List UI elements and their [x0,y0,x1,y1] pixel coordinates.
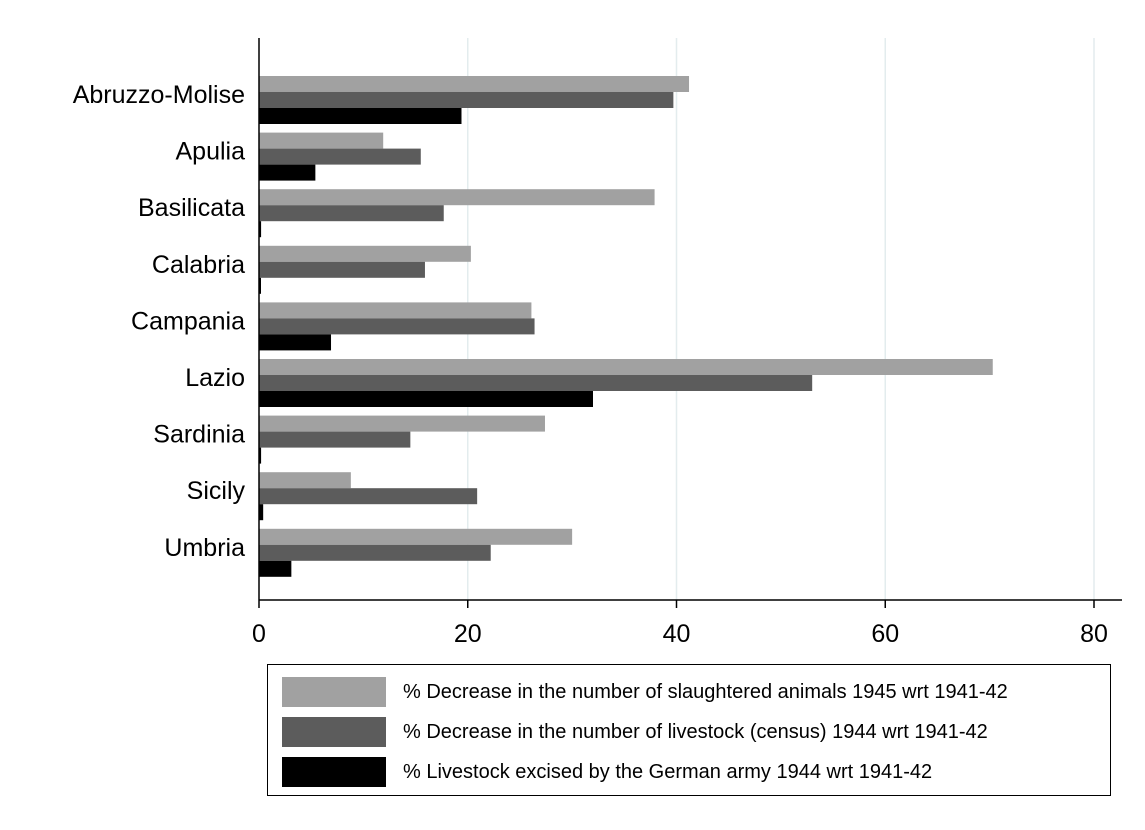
bar-sardinia-german-army [259,447,262,464]
bar-abruzzo-molise-slaughtered [259,76,690,92]
legend-item-slaughtered: % Decrease in the number of slaughtered … [282,677,1008,707]
x-tick-label-60: 60 [871,620,899,648]
legend-item-livestock-census: % Decrease in the number of livestock (c… [282,717,988,747]
bar-apulia-german-army [259,164,316,181]
x-tick-label-20: 20 [454,620,482,648]
bar-sicily-slaughtered [259,472,351,489]
bar-calabria-livestock-census [259,261,425,278]
legend-swatch-livestock-census [282,717,386,747]
bar-campania-slaughtered [259,302,532,319]
bar-sicily-german-army [259,504,264,521]
bar-abruzzo-molise-german-army [259,108,462,124]
bar-chart: Abruzzo-Molise Apulia Basilicata Calabria Ca… [73,38,1122,648]
axes: 0 20 40 60 80 [252,38,1122,648]
bar-apulia-slaughtered [259,132,384,149]
bar-umbria-livestock-census [259,544,491,561]
category-label-calabria: Calabria [152,251,245,279]
x-tick-label-0: 0 [252,620,266,648]
bars [259,76,993,577]
bar-sardinia-slaughtered [259,415,545,432]
bar-umbria-german-army [259,560,292,577]
gridlines [467,38,1095,600]
legend-label-german-army: % Livestock excised by the German army 1… [403,760,933,783]
category-labels: Abruzzo-Molise Apulia Basilicata Calabria Ca… [73,81,246,562]
bar-sardinia-livestock-census [259,431,411,448]
category-label-sicily: Sicily [187,477,246,505]
bar-sicily-livestock-census [259,488,478,505]
x-tick-label-80: 80 [1080,620,1108,648]
legend-swatch-german-army [282,757,386,787]
category-label-basilicata: Basilicata [138,194,245,222]
bar-basilicata-livestock-census [259,205,444,222]
bar-apulia-livestock-census [259,148,421,165]
bar-lazio-livestock-census [259,375,813,391]
legend-label-slaughtered: % Decrease in the number of slaughtered … [403,680,1008,703]
bar-basilicata-german-army [259,221,262,238]
x-tick-label-40: 40 [663,620,691,648]
bar-umbria-slaughtered [259,528,573,545]
bar-campania-livestock-census [259,318,535,335]
bar-lazio-german-army [259,391,593,407]
bar-abruzzo-molise-livestock-census [259,92,674,108]
category-label-apulia: Apulia [176,138,246,166]
bar-campania-german-army [259,334,332,351]
legend: % Decrease in the number of slaughtered … [267,664,1111,796]
category-label-campania: Campania [131,307,245,335]
bar-lazio-slaughtered [259,359,993,375]
legend-swatch-slaughtered [282,677,386,707]
category-label-lazio: Lazio [185,364,245,392]
category-label-sardinia: Sardinia [153,421,245,449]
category-label-umbria: Umbria [164,534,245,562]
bar-basilicata-slaughtered [259,189,655,206]
legend-item-german-army: % Livestock excised by the German army 1… [282,757,932,787]
category-label-abruzzo-molise: Abruzzo-Molise [73,81,245,109]
bar-calabria-slaughtered [259,245,471,262]
legend-label-livestock-census: % Decrease in the number of livestock (c… [403,720,988,743]
bar-calabria-german-army [259,277,261,294]
